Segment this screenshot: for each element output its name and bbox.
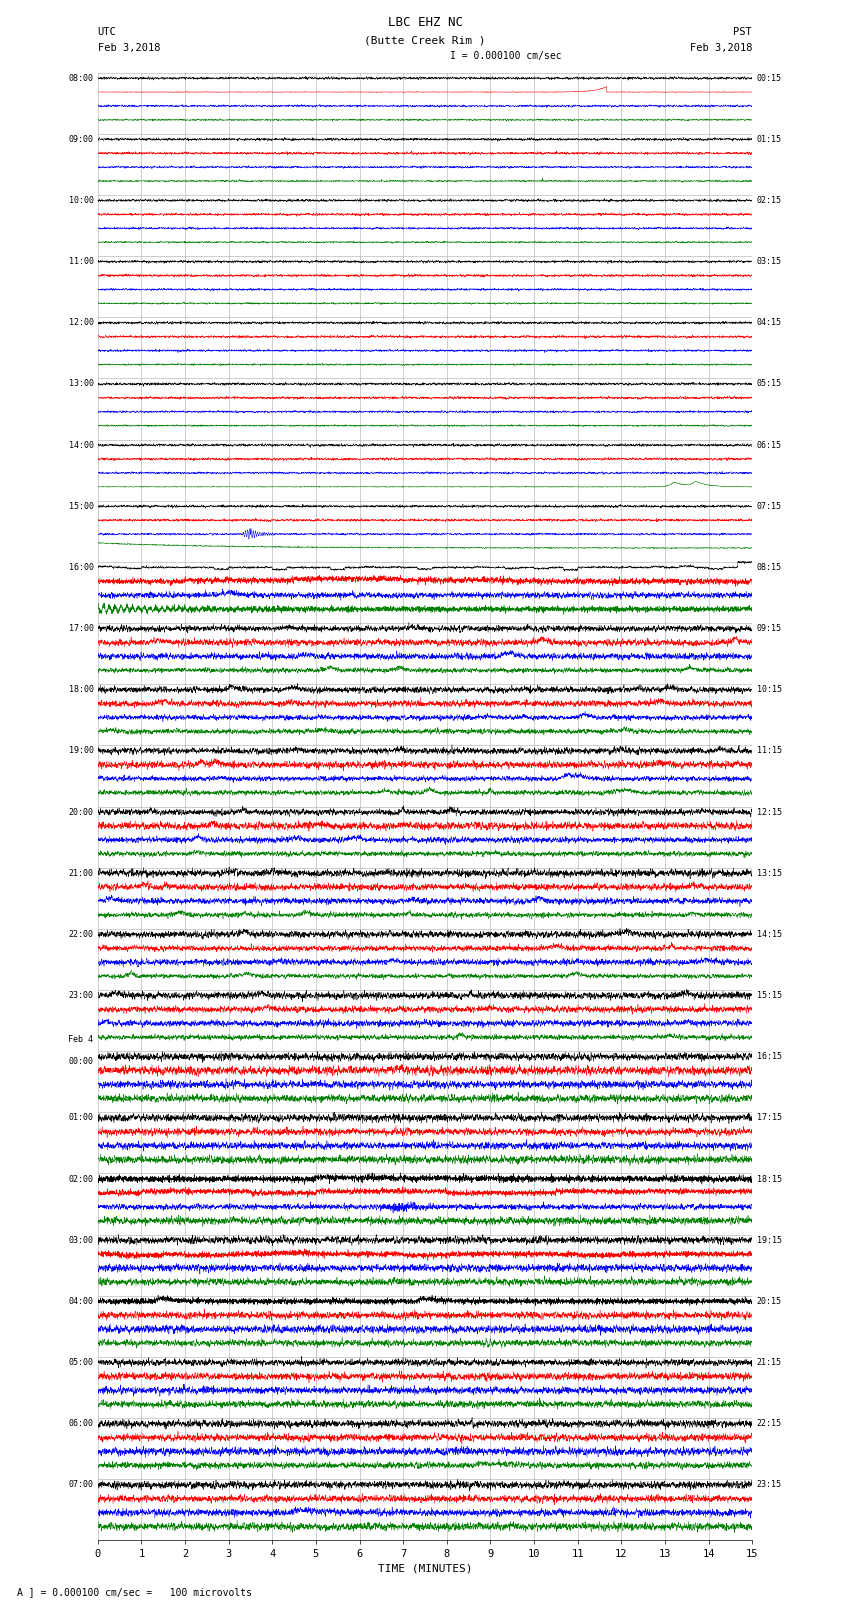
Text: 16:00: 16:00 — [69, 563, 94, 573]
Text: 22:00: 22:00 — [69, 929, 94, 939]
Text: 00:15: 00:15 — [756, 74, 781, 82]
Text: 05:00: 05:00 — [69, 1358, 94, 1366]
Text: 03:15: 03:15 — [756, 256, 781, 266]
Text: I = 0.000100 cm/sec: I = 0.000100 cm/sec — [450, 52, 562, 61]
Text: 11:00: 11:00 — [69, 256, 94, 266]
Text: 18:15: 18:15 — [756, 1174, 781, 1184]
Text: 23:00: 23:00 — [69, 990, 94, 1000]
Text: 20:15: 20:15 — [756, 1297, 781, 1307]
Text: 09:00: 09:00 — [69, 135, 94, 144]
Text: LBC EHZ NC: LBC EHZ NC — [388, 16, 462, 29]
Text: 16:15: 16:15 — [756, 1052, 781, 1061]
Text: 22:15: 22:15 — [756, 1419, 781, 1428]
Text: UTC: UTC — [98, 27, 116, 37]
Text: 17:00: 17:00 — [69, 624, 94, 632]
Text: (Butte Creek Rim ): (Butte Creek Rim ) — [365, 35, 485, 45]
Text: 14:00: 14:00 — [69, 440, 94, 450]
Text: 07:15: 07:15 — [756, 502, 781, 511]
Text: 13:15: 13:15 — [756, 869, 781, 877]
Text: 18:00: 18:00 — [69, 686, 94, 694]
Text: 05:15: 05:15 — [756, 379, 781, 389]
Text: 12:00: 12:00 — [69, 318, 94, 327]
Text: 20:00: 20:00 — [69, 808, 94, 816]
Text: Feb 3,2018: Feb 3,2018 — [98, 44, 161, 53]
Text: 21:15: 21:15 — [756, 1358, 781, 1366]
Text: 01:15: 01:15 — [756, 135, 781, 144]
Text: 04:00: 04:00 — [69, 1297, 94, 1307]
Text: 00:00: 00:00 — [69, 1057, 94, 1066]
Text: 02:00: 02:00 — [69, 1174, 94, 1184]
Text: 12:15: 12:15 — [756, 808, 781, 816]
Text: 17:15: 17:15 — [756, 1113, 781, 1123]
Text: 01:00: 01:00 — [69, 1113, 94, 1123]
Text: 06:15: 06:15 — [756, 440, 781, 450]
Text: 21:00: 21:00 — [69, 869, 94, 877]
Text: 08:15: 08:15 — [756, 563, 781, 573]
Text: 04:15: 04:15 — [756, 318, 781, 327]
Text: Feb 4: Feb 4 — [69, 1036, 94, 1044]
Text: 08:00: 08:00 — [69, 74, 94, 82]
Text: 02:15: 02:15 — [756, 195, 781, 205]
Text: 19:00: 19:00 — [69, 747, 94, 755]
Text: 23:15: 23:15 — [756, 1481, 781, 1489]
Text: 09:15: 09:15 — [756, 624, 781, 632]
Text: 10:15: 10:15 — [756, 686, 781, 694]
Text: 07:00: 07:00 — [69, 1481, 94, 1489]
Text: A ] = 0.000100 cm/sec =   100 microvolts: A ] = 0.000100 cm/sec = 100 microvolts — [17, 1587, 252, 1597]
Text: 15:00: 15:00 — [69, 502, 94, 511]
Text: 06:00: 06:00 — [69, 1419, 94, 1428]
Text: Feb 3,2018: Feb 3,2018 — [689, 44, 752, 53]
X-axis label: TIME (MINUTES): TIME (MINUTES) — [377, 1563, 473, 1574]
Text: 13:00: 13:00 — [69, 379, 94, 389]
Text: 19:15: 19:15 — [756, 1236, 781, 1245]
Text: 03:00: 03:00 — [69, 1236, 94, 1245]
Text: 15:15: 15:15 — [756, 990, 781, 1000]
Text: PST: PST — [734, 27, 752, 37]
Text: 14:15: 14:15 — [756, 929, 781, 939]
Text: 10:00: 10:00 — [69, 195, 94, 205]
Text: 11:15: 11:15 — [756, 747, 781, 755]
